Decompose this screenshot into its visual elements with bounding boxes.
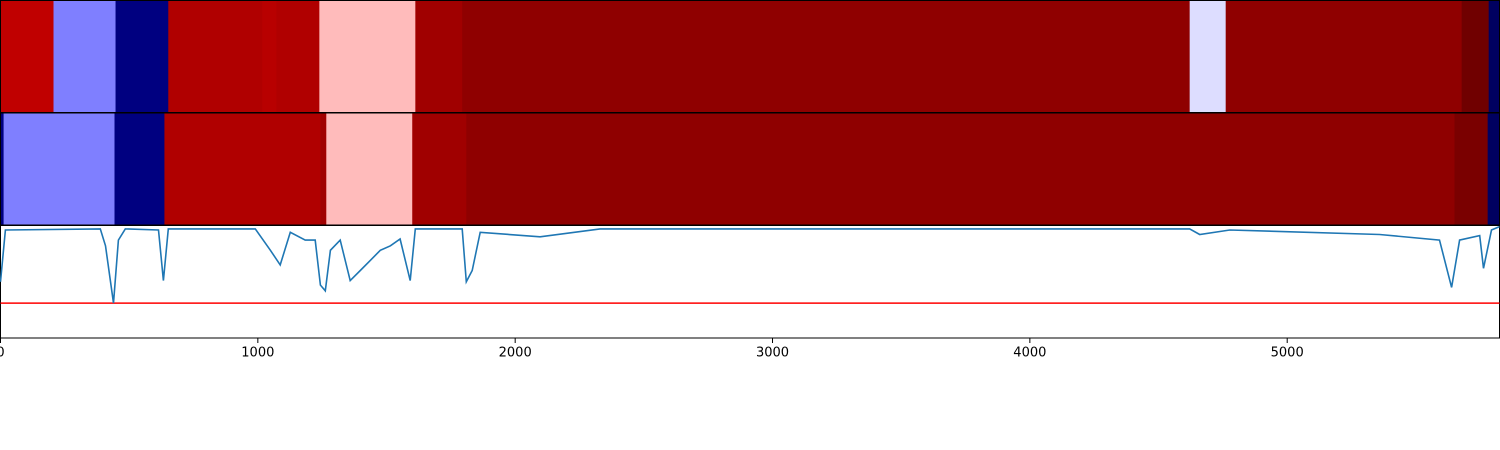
x-tick-label: 4000 <box>1013 346 1046 361</box>
strip-cell <box>320 113 327 225</box>
strip-cell <box>115 0 169 113</box>
strip-cell <box>326 113 413 225</box>
line-panel <box>0 225 1500 339</box>
strip-cell <box>168 0 263 113</box>
strip-cell <box>1488 0 1500 113</box>
strip-cell <box>0 113 4 225</box>
strip-cell <box>462 0 1191 113</box>
strip-cell <box>466 113 1455 225</box>
strip-cell <box>164 113 321 225</box>
strip-cell <box>1454 113 1489 225</box>
series-line <box>0 225 1500 304</box>
strip-cell <box>114 113 165 225</box>
strip-cell <box>412 113 467 225</box>
strip-cell <box>1225 0 1463 113</box>
x-tick-label: 0 <box>0 346 5 361</box>
strip-cell <box>1189 0 1227 113</box>
strip-cell <box>415 0 463 113</box>
strip-cell <box>53 0 116 113</box>
strip-cell <box>1461 0 1490 113</box>
x-tick-label: 1000 <box>241 346 274 361</box>
strip-cell <box>1487 113 1500 225</box>
strip-cell <box>319 0 416 113</box>
strip-cell <box>276 0 320 113</box>
x-tick-label: 3000 <box>756 346 789 361</box>
strip-cell <box>262 0 277 113</box>
x-tick-label: 2000 <box>499 346 532 361</box>
x-tick-label: 5000 <box>1271 346 1304 361</box>
strip-cell <box>3 113 115 225</box>
strip-cell <box>0 0 54 113</box>
